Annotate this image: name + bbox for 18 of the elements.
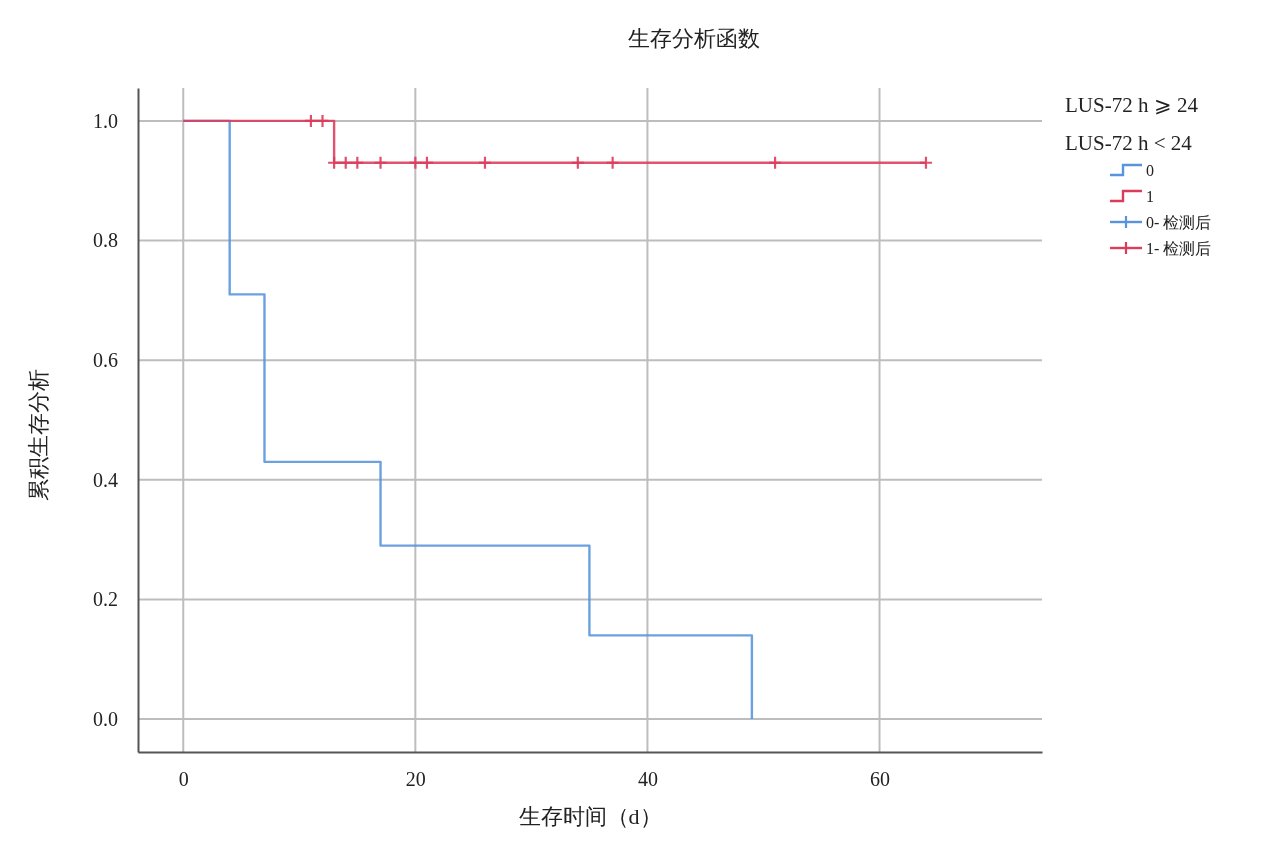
- x-tick-label: 60: [870, 768, 891, 791]
- legend-label: 1- 检测后: [1146, 240, 1212, 257]
- y-axis-title: 累积生存分析: [26, 369, 51, 501]
- chart-title: 生存分析函数: [628, 26, 760, 51]
- x-tick-label: 40: [637, 768, 658, 791]
- legend-label: 1: [1146, 188, 1154, 205]
- legend-title: LUS-72 h ⩾ 24 LUS-72 h < 24: [1065, 93, 1199, 155]
- x-tick-label: 20: [405, 768, 426, 791]
- y-tick-label: 0.4: [93, 468, 118, 491]
- x-axis-title: 生存时间（d）: [518, 804, 662, 829]
- y-tick-label: 0.2: [93, 588, 118, 611]
- legend-label: 0: [1146, 162, 1154, 179]
- legend-label: 0- 检测后: [1146, 214, 1212, 231]
- x-tick-label: 0: [178, 768, 189, 791]
- y-tick-label: 0.8: [93, 229, 118, 252]
- y-tick-label: 1.0: [93, 109, 118, 132]
- y-tick-label: 0.6: [93, 349, 118, 372]
- y-tick-label: 0.0: [93, 708, 118, 730]
